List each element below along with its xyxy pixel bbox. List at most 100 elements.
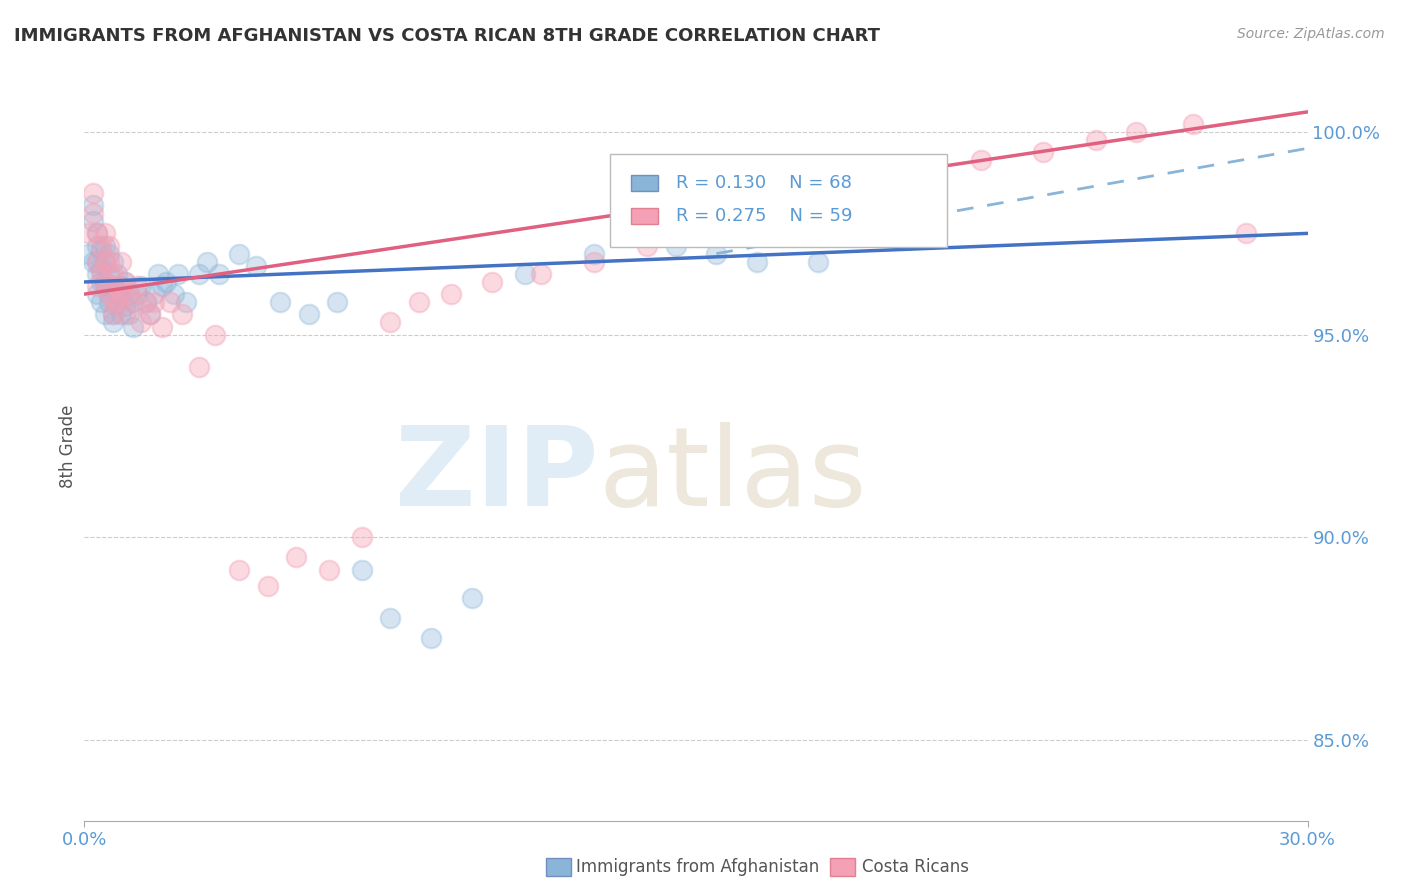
Point xyxy=(135,295,157,310)
Point xyxy=(101,295,124,310)
Point xyxy=(97,287,120,301)
Point xyxy=(163,287,186,301)
Point xyxy=(257,579,280,593)
Point xyxy=(138,307,160,321)
Point xyxy=(97,267,120,281)
Point xyxy=(82,254,104,268)
Point xyxy=(815,186,838,200)
Point xyxy=(101,307,124,321)
Point xyxy=(869,174,891,188)
Point xyxy=(440,287,463,301)
Point xyxy=(93,254,115,268)
Point xyxy=(138,307,160,321)
Point xyxy=(380,316,402,330)
Point xyxy=(110,287,132,301)
Point xyxy=(93,227,115,241)
Point xyxy=(105,267,128,281)
Point xyxy=(122,295,145,310)
Point xyxy=(420,632,443,646)
Point xyxy=(380,611,402,625)
Point xyxy=(685,227,707,241)
Point xyxy=(174,295,197,310)
Point xyxy=(110,254,132,268)
Point xyxy=(86,238,108,252)
Point xyxy=(86,227,108,241)
Point xyxy=(298,307,321,321)
Point xyxy=(583,246,606,260)
Point xyxy=(122,319,145,334)
Point xyxy=(122,295,145,310)
Point xyxy=(114,275,136,289)
Point xyxy=(318,562,340,576)
Point xyxy=(101,267,124,281)
Text: Source: ZipAtlas.com: Source: ZipAtlas.com xyxy=(1237,27,1385,41)
Point xyxy=(90,238,112,252)
Point xyxy=(127,279,149,293)
Point xyxy=(118,287,141,301)
Point xyxy=(155,275,177,289)
Point xyxy=(208,267,231,281)
Point xyxy=(1182,117,1205,131)
Point xyxy=(142,287,165,301)
Point xyxy=(93,307,115,321)
Point xyxy=(86,254,108,268)
Point xyxy=(127,287,149,301)
Point xyxy=(101,316,124,330)
Text: atlas: atlas xyxy=(598,423,866,530)
Point xyxy=(90,267,112,281)
Point xyxy=(77,227,100,241)
Point xyxy=(150,279,173,293)
Point xyxy=(583,254,606,268)
Point xyxy=(114,275,136,289)
Point xyxy=(93,238,115,252)
Point xyxy=(1084,133,1107,147)
Point xyxy=(90,275,112,289)
Point xyxy=(82,198,104,212)
Point xyxy=(97,254,120,268)
Point xyxy=(131,279,153,293)
Point xyxy=(269,295,291,310)
Point xyxy=(90,243,112,257)
Point xyxy=(131,316,153,330)
Point xyxy=(86,267,108,281)
Point xyxy=(228,246,250,260)
Point xyxy=(97,246,120,260)
Point xyxy=(82,206,104,220)
Point xyxy=(766,198,789,212)
Point xyxy=(97,295,120,310)
Point xyxy=(1236,227,1258,241)
Point xyxy=(167,267,190,281)
Point xyxy=(1032,145,1054,160)
Text: R = 0.275    N = 59: R = 0.275 N = 59 xyxy=(676,207,853,225)
Point xyxy=(101,307,124,321)
Point xyxy=(970,153,993,168)
Point xyxy=(110,287,132,301)
Point xyxy=(86,227,108,241)
Point xyxy=(86,254,108,268)
Point xyxy=(105,287,128,301)
Point xyxy=(86,279,108,293)
Point xyxy=(77,246,100,260)
Point xyxy=(245,259,267,273)
Point xyxy=(110,279,132,293)
Point xyxy=(93,279,115,293)
FancyBboxPatch shape xyxy=(631,175,658,191)
Point xyxy=(734,214,756,228)
Point xyxy=(350,530,373,544)
Point xyxy=(146,267,169,281)
Point xyxy=(118,307,141,321)
Point xyxy=(118,287,141,301)
Point xyxy=(93,275,115,289)
Point xyxy=(150,319,173,334)
Point xyxy=(90,295,112,310)
Point xyxy=(82,186,104,200)
Point xyxy=(921,161,943,176)
FancyBboxPatch shape xyxy=(610,153,946,247)
Point xyxy=(187,267,209,281)
Point xyxy=(408,295,430,310)
Point xyxy=(101,279,124,293)
Point xyxy=(142,295,165,310)
Point xyxy=(889,227,911,241)
Point xyxy=(326,295,349,310)
Point xyxy=(86,287,108,301)
